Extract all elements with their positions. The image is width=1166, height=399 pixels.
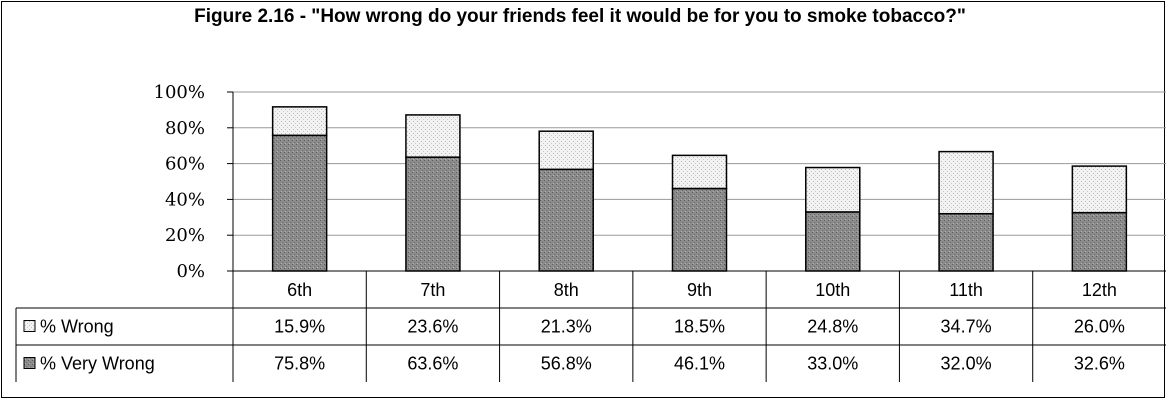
data-cell: 21.3% xyxy=(541,317,592,337)
y-tick-label: 100% xyxy=(154,82,205,103)
data-cell: 23.6% xyxy=(407,317,458,337)
series-label: % Very Wrong xyxy=(40,354,155,374)
data-cell: 26.0% xyxy=(1074,317,1125,337)
y-tick-label: 80% xyxy=(165,118,205,139)
data-cell: 32.0% xyxy=(941,354,992,374)
data-cell: 32.6% xyxy=(1074,354,1125,374)
data-cell: 56.8% xyxy=(541,354,592,374)
bars xyxy=(271,106,1128,272)
data-cell: 15.9% xyxy=(274,317,325,337)
data-cell: 24.8% xyxy=(807,317,858,337)
category-label: 7th xyxy=(420,280,445,300)
bar-wrong xyxy=(938,150,994,215)
category-label: 8th xyxy=(554,280,579,300)
series-label: % Wrong xyxy=(40,317,114,337)
bar-very-wrong xyxy=(938,212,994,272)
y-axis-ticks: 0% 20% 40% 60% 80% 100% xyxy=(154,82,233,282)
bar-wrong xyxy=(405,114,461,158)
data-cell: 33.0% xyxy=(807,354,858,374)
legend-key xyxy=(23,357,36,369)
bar-very-wrong xyxy=(538,168,594,272)
data-cell: 75.8% xyxy=(274,354,325,374)
y-tick-label: 60% xyxy=(165,154,205,175)
bar-wrong xyxy=(271,106,328,137)
category-label: 6th xyxy=(287,280,312,300)
category-label: 12th xyxy=(1082,280,1117,300)
data-cell: 63.6% xyxy=(407,354,458,374)
bar-very-wrong xyxy=(671,187,728,272)
category-label: 11th xyxy=(949,280,983,300)
bar-wrong xyxy=(1071,165,1128,214)
category-label: 10th xyxy=(815,280,850,300)
data-cell: 18.5% xyxy=(674,317,725,337)
bar-wrong xyxy=(538,130,594,171)
bar-very-wrong xyxy=(1071,211,1128,272)
data-cell: 46.1% xyxy=(674,354,725,374)
bar-wrong xyxy=(805,166,861,213)
bar-wrong xyxy=(671,154,728,190)
y-tick-label: 40% xyxy=(165,189,205,210)
legend-key xyxy=(23,320,36,332)
chart-title: Figure 2.16 - "How wrong do your friends… xyxy=(194,6,966,27)
data-table: 6th 7th 8th 9th 10th 11th 12th % Wrong 15.9% 23.6… xyxy=(15,270,1166,382)
data-cell: 34.7% xyxy=(941,317,992,337)
y-tick-label: 20% xyxy=(165,225,205,246)
bar-very-wrong xyxy=(805,211,861,272)
y-tick-label: 0% xyxy=(176,261,205,282)
bar-very-wrong xyxy=(405,156,461,272)
category-label: 9th xyxy=(687,280,712,300)
bar-very-wrong xyxy=(271,134,328,272)
